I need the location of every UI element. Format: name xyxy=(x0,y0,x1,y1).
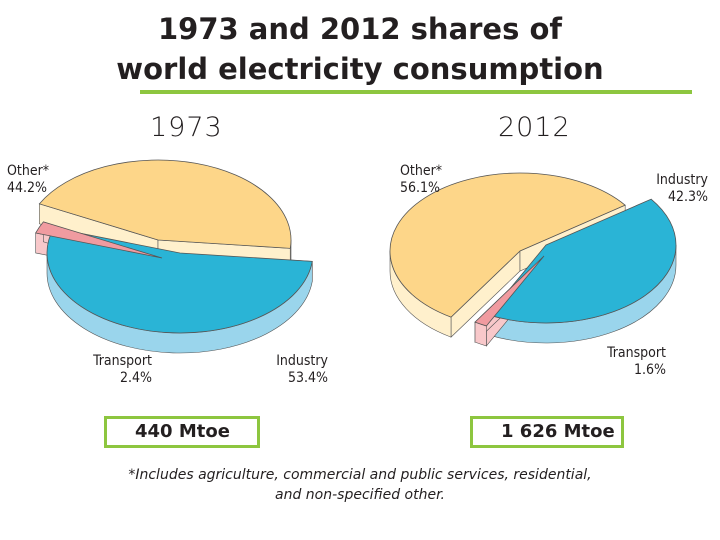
label-2012-other-name: Other* xyxy=(400,163,443,179)
label-1973-transport-name: Transport xyxy=(93,353,152,369)
label-2012-industry-name: Industry xyxy=(656,172,708,188)
total-1973-box: 440 Mtoe xyxy=(104,416,260,448)
slice-top-2012-transport xyxy=(474,255,545,327)
footnote-line-2: and non-specified other. xyxy=(275,487,445,503)
footnote-line-1: *Includes agriculture, commercial and pu… xyxy=(128,467,592,483)
slice-top-1973-transport xyxy=(35,221,163,259)
label-2012-other: Other* 56.1% xyxy=(400,163,442,197)
slice-top-2012-industry xyxy=(487,198,677,324)
label-1973-industry: Industry 53.4% xyxy=(230,353,328,387)
label-2012-transport-value: 1.6% xyxy=(634,362,666,378)
label-2012-transport-name: Transport xyxy=(607,345,666,361)
label-2012-industry: Industry 42.3% xyxy=(608,172,708,206)
total-2012-box: 1 626 Mtoe xyxy=(470,416,624,448)
label-2012-industry-value: 42.3% xyxy=(667,189,708,205)
label-2012-other-value: 56.1% xyxy=(400,180,441,196)
slice-top-1973-industry xyxy=(46,227,313,334)
label-1973-transport-value: 2.4% xyxy=(120,370,152,386)
pie-1973-title: 1973 xyxy=(150,112,223,143)
label-1973-other-name: Other* xyxy=(7,163,50,179)
chart-title-line-2: world electricity consumption xyxy=(116,52,604,86)
label-1973-other: Other* 44.2% xyxy=(7,163,49,197)
pie-2012-title: 2012 xyxy=(498,112,571,143)
label-1973-other-value: 44.2% xyxy=(7,180,48,196)
slice-top-1973-other xyxy=(38,159,292,249)
label-1973-industry-value: 53.4% xyxy=(287,370,328,386)
label-2012-transport: Transport 1.6% xyxy=(560,345,666,379)
title-divider xyxy=(140,90,692,94)
chart-title-line-1: 1973 and 2012 shares of xyxy=(157,12,563,46)
slice-top-2012-other xyxy=(389,172,626,318)
label-1973-industry-name: Industry xyxy=(276,353,328,369)
label-1973-transport: Transport 2.4% xyxy=(40,353,152,387)
